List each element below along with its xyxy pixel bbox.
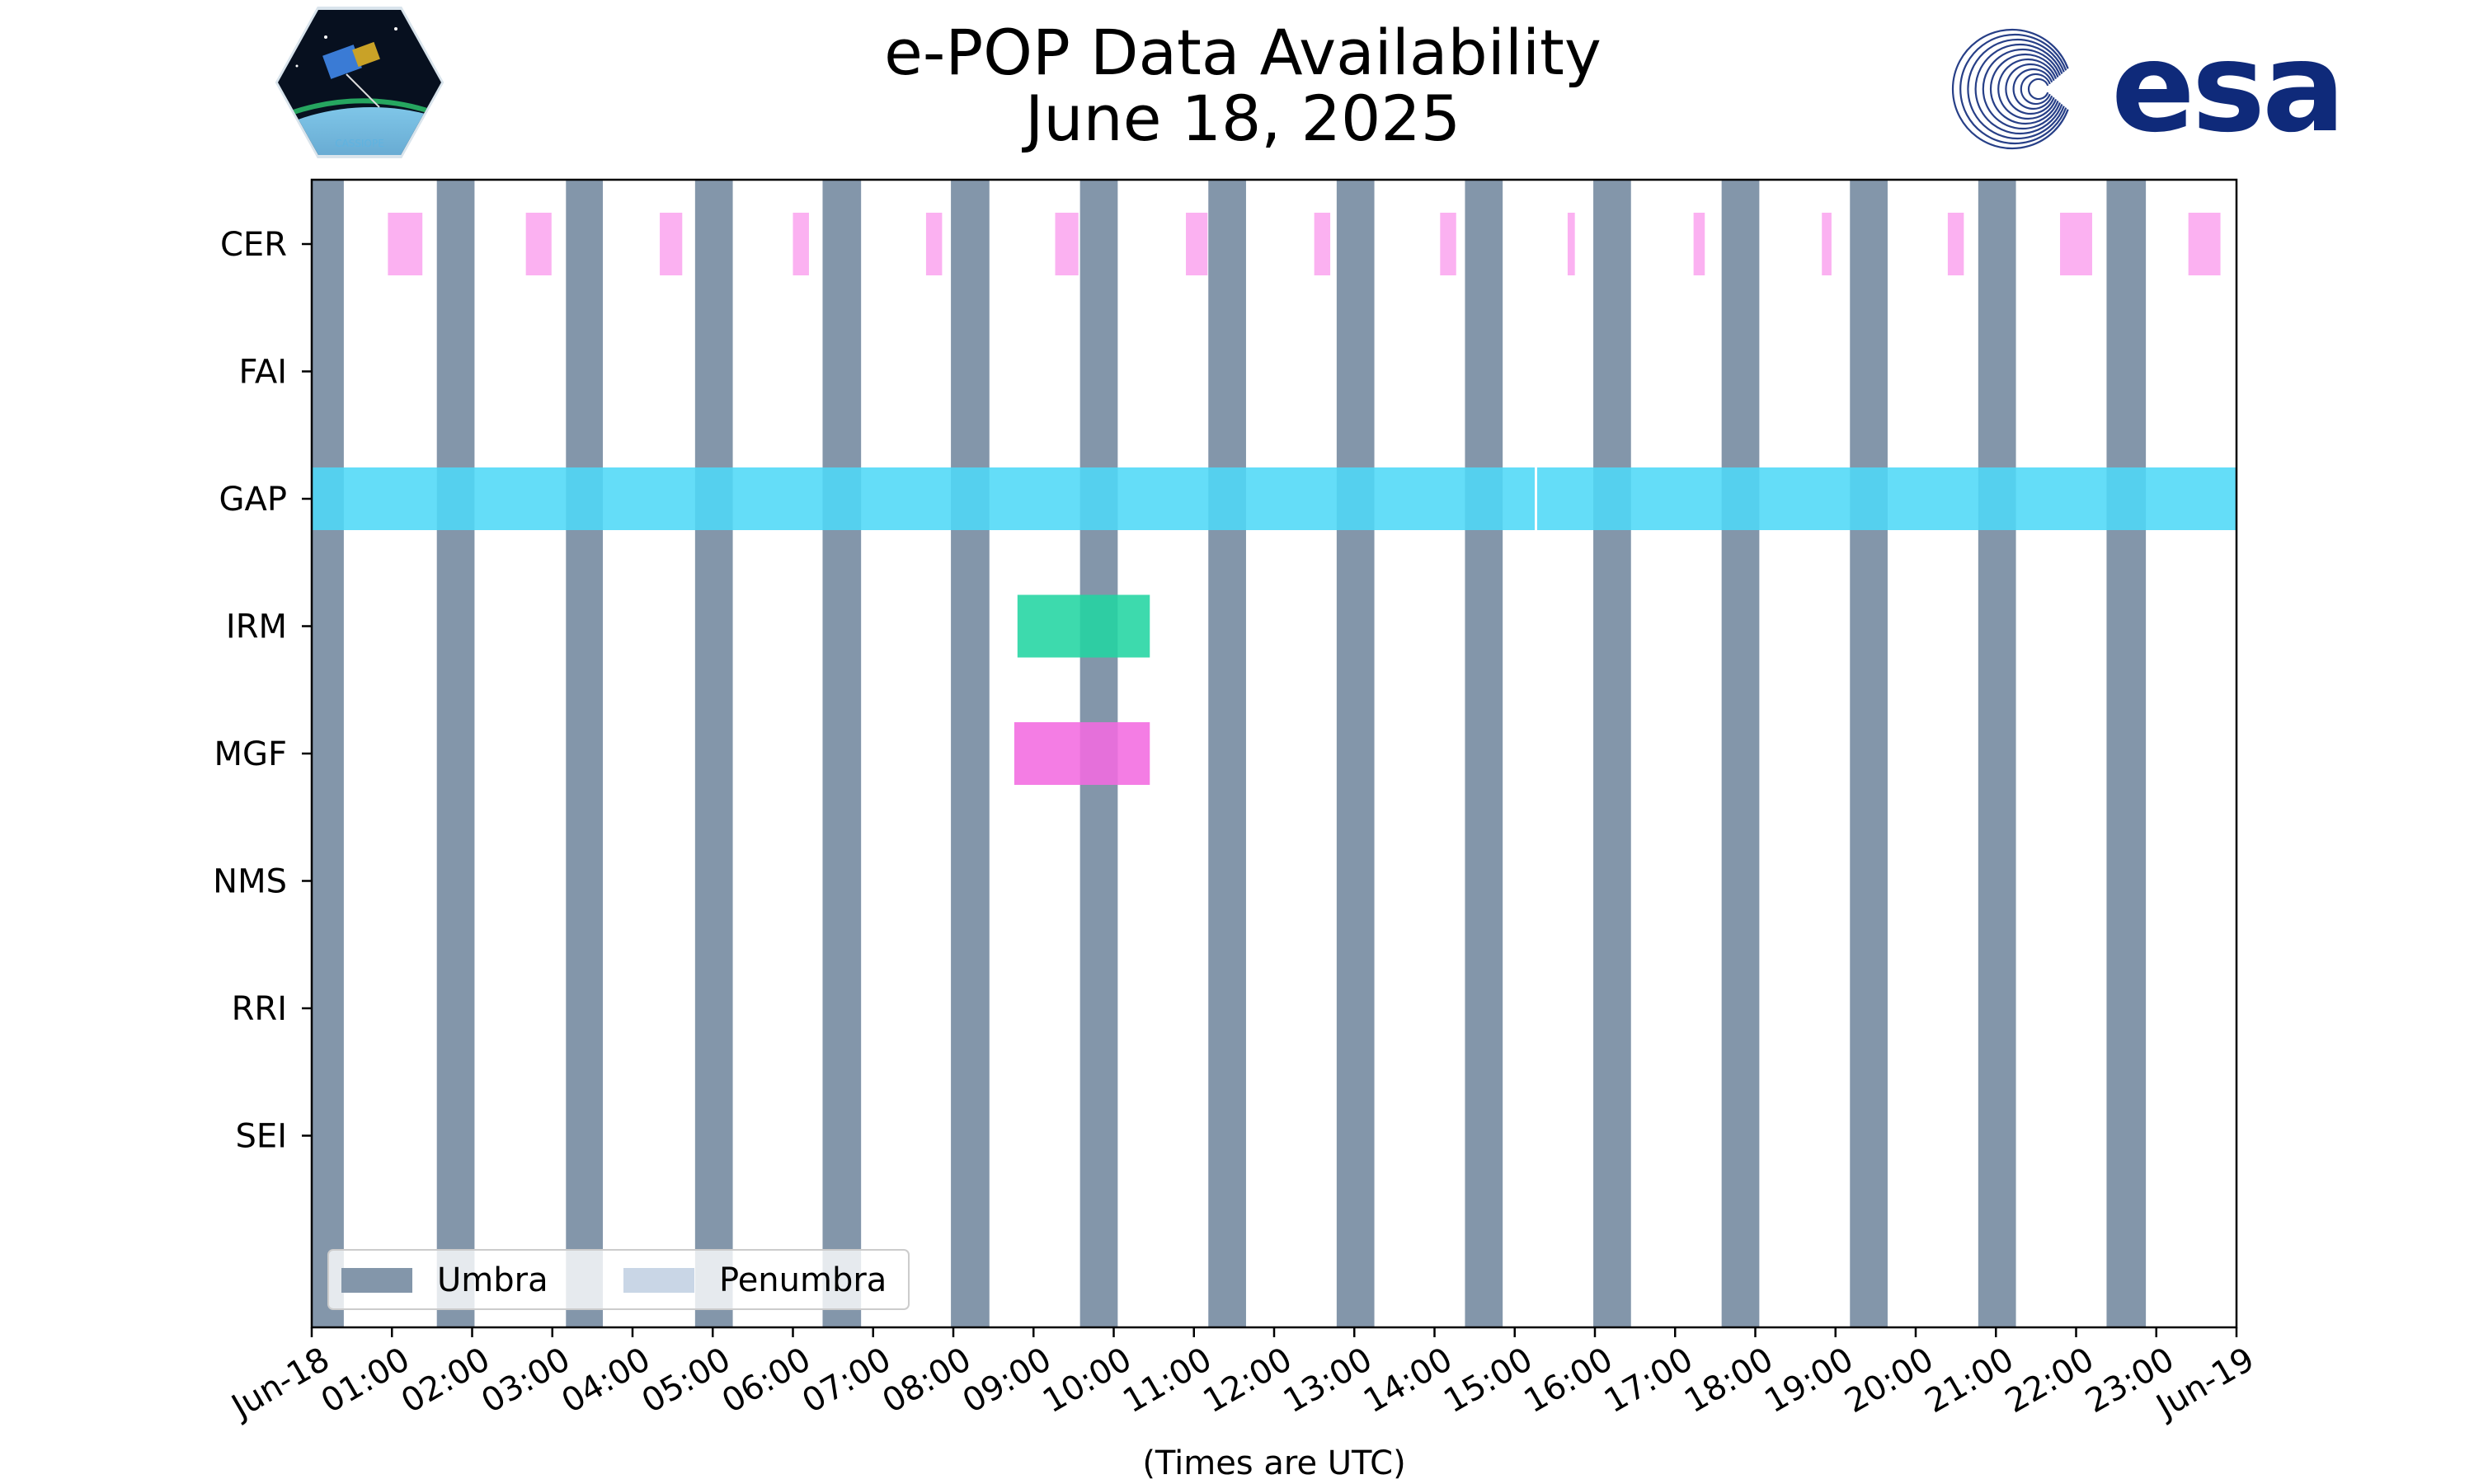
cer-availability-bar (2188, 213, 2221, 275)
x-tick-label: 03:00 (475, 1341, 576, 1421)
x-tick-label: 16:00 (1518, 1341, 1620, 1421)
cer-availability-bar (1567, 213, 1575, 275)
umbra-band (1208, 180, 1246, 1327)
y-tick-label: IRM (226, 608, 287, 646)
legend-swatch-umbra (341, 1268, 412, 1293)
x-tick-label: 14:00 (1357, 1341, 1459, 1421)
cer-availability-bar (1055, 213, 1079, 275)
x-axis-label: (Times are UTC) (1142, 1444, 1405, 1482)
umbra-bands (312, 180, 2147, 1327)
x-tick-label: 10:00 (1037, 1341, 1138, 1421)
cer-availability-bar (793, 213, 809, 275)
y-tick-label: MGF (214, 735, 287, 773)
umbra-band (822, 180, 862, 1327)
umbra-band (566, 180, 604, 1327)
cassiope-logo-text: CASSIOPE (335, 138, 384, 149)
chart-title: e-POP Data Availability (884, 16, 1602, 89)
legend-label-umbra: Umbra (437, 1261, 548, 1299)
cer-availability-bar (1947, 213, 1964, 275)
legend-box (327, 1249, 910, 1310)
umbra-band (951, 180, 990, 1327)
plot-area: CER FAI GAP IRM MGF NMS RRI SEI Jun-1801:0002:0… (213, 178, 2260, 1427)
cassiope-logo: CASSIOPE (275, 7, 444, 158)
umbra-band (1593, 180, 1631, 1327)
umbra-band (1721, 180, 1760, 1327)
x-tick-label: 18:00 (1678, 1341, 1780, 1421)
x-tick-label: 13:00 (1277, 1341, 1379, 1421)
umbra-band (1465, 180, 1503, 1327)
x-tick-label: 05:00 (636, 1341, 737, 1421)
legend: Umbra Penumbra (327, 1249, 910, 1310)
umbra-band (694, 180, 733, 1327)
x-tick-label: 17:00 (1598, 1341, 1700, 1421)
x-tick-label: 19:00 (1758, 1341, 1860, 1421)
x-tick-label: 22:00 (1999, 1341, 2100, 1421)
umbra-band (1850, 180, 1888, 1327)
chart-subtitle: June 18, 2025 (1022, 82, 1460, 155)
x-tick-label: 09:00 (957, 1341, 1058, 1421)
cer-availability-bar (1822, 213, 1832, 275)
cer-availability-bar (1693, 213, 1705, 275)
cer-availability-bar (925, 213, 943, 275)
esa-logo-text: esa (2111, 16, 2342, 160)
y-tick-label: GAP (219, 481, 287, 519)
x-tick-label: 20:00 (1839, 1341, 1940, 1421)
x-tick-label: 07:00 (796, 1341, 897, 1421)
cer-availability-bar (1440, 213, 1456, 275)
mgf-availability-bar (1014, 722, 1150, 785)
cer-availability-bar (1314, 213, 1331, 275)
cer-availability-bar (388, 213, 423, 275)
cer-availability-bar (1186, 213, 1208, 275)
y-axis-ticks: CER FAI GAP IRM MGF NMS RRI SEI (213, 226, 312, 1156)
x-tick-label: 12:00 (1197, 1341, 1299, 1421)
irm-availability-bar (1017, 594, 1150, 658)
cer-availability-bar (525, 213, 552, 275)
y-tick-label: CER (220, 226, 287, 264)
x-tick-label: 01:00 (315, 1341, 416, 1421)
cer-availability-bar (2060, 213, 2092, 275)
x-tick-label: 08:00 (877, 1341, 978, 1421)
y-tick-label: RRI (232, 990, 287, 1028)
x-tick-label: 02:00 (395, 1341, 496, 1421)
y-tick-label: FAI (239, 354, 288, 392)
umbra-band (2106, 180, 2147, 1327)
y-tick-label: SEI (236, 1118, 287, 1156)
x-tick-label: 11:00 (1117, 1341, 1218, 1421)
umbra-band (312, 180, 344, 1327)
instrument-bars (312, 213, 2236, 785)
x-tick-label: Jun-18 (223, 1341, 336, 1427)
x-tick-label: 06:00 (716, 1341, 817, 1421)
esa-swirl-icon (1951, 28, 2069, 150)
esa-logo: esa (1951, 16, 2345, 160)
x-tick-label: 21:00 (1919, 1341, 2020, 1421)
x-axis-ticks: Jun-1801:0002:0003:0004:0005:0006:0007:0… (223, 1327, 2260, 1427)
legend-swatch-penumbra (623, 1268, 694, 1293)
umbra-band (1978, 180, 2016, 1327)
cer-availability-bar (660, 213, 683, 275)
gap-availability-bar (312, 467, 1536, 530)
umbra-band (436, 180, 475, 1327)
y-tick-label: NMS (213, 863, 287, 901)
gap-availability-bar (1536, 467, 2236, 530)
umbra-band (1336, 180, 1375, 1327)
plot-background (312, 180, 2236, 1327)
x-tick-label: 15:00 (1437, 1341, 1539, 1421)
legend-label-penumbra: Penumbra (719, 1261, 887, 1299)
x-tick-label: 04:00 (556, 1341, 657, 1421)
